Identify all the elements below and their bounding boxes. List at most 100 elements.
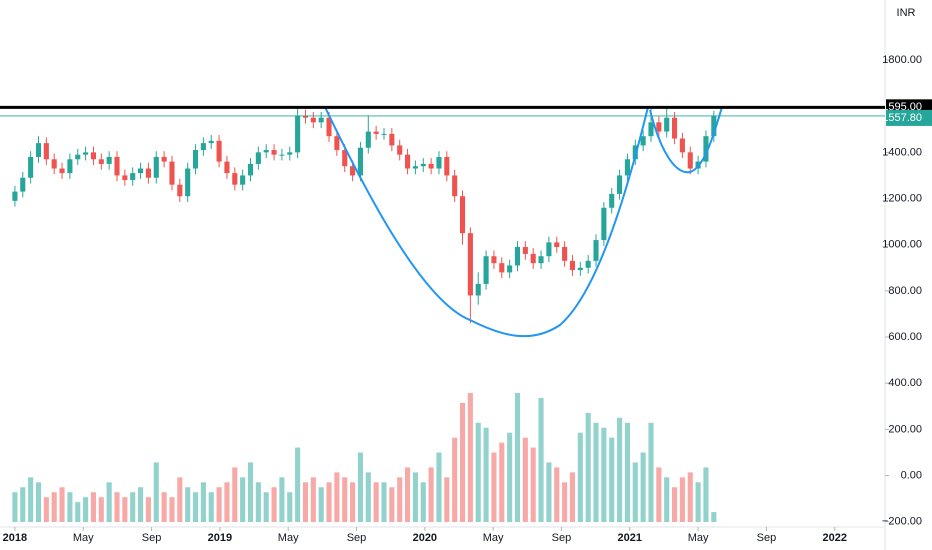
candle-body: [609, 193, 615, 208]
volume-bar: [279, 477, 285, 522]
volume-bar: [177, 477, 183, 522]
volume-bar: [467, 393, 473, 522]
candle-body: [51, 159, 57, 169]
x-tick-label: May: [483, 532, 504, 544]
candle-body: [397, 145, 403, 155]
candle-body: [711, 115, 717, 137]
volume-bar: [554, 467, 560, 522]
candle-body: [664, 117, 670, 132]
candle-body: [507, 265, 513, 273]
volume-bar: [679, 477, 685, 522]
candle-body: [530, 253, 536, 264]
volume-bar: [263, 492, 269, 522]
candle-body: [459, 196, 466, 234]
volume-bar: [28, 477, 34, 522]
candle-body: [310, 117, 316, 123]
volume-bar: [389, 487, 395, 522]
candle-body: [381, 133, 387, 135]
volume-bar: [373, 482, 379, 522]
volume-bar: [185, 487, 191, 522]
candle-body: [138, 168, 144, 174]
volume-bar: [695, 482, 701, 522]
volume-bar: [585, 412, 591, 522]
x-tick-label: 2021: [618, 532, 642, 544]
volume-bar: [247, 462, 254, 522]
volume-bar: [459, 402, 466, 522]
volume-bar: [632, 462, 638, 522]
candle-body: [90, 152, 96, 160]
volume-bar: [318, 487, 324, 522]
candle-body: [436, 156, 442, 169]
candle-body: [569, 260, 576, 271]
volume-bar: [255, 482, 261, 522]
candle-body: [326, 117, 332, 137]
x-tick-label: 2018: [3, 532, 27, 544]
y-tick-label: 600.00: [888, 331, 922, 343]
y-tick-label: 0.00: [901, 469, 922, 481]
cup-curve: [324, 106, 649, 338]
candle-body: [295, 115, 301, 153]
candle-body: [648, 122, 654, 137]
candle-body: [601, 207, 607, 241]
volume-bar: [593, 422, 599, 522]
candle-body: [585, 260, 591, 268]
candle-body: [389, 133, 395, 146]
volume-bar: [90, 492, 96, 522]
candle-body: [703, 136, 709, 162]
volume-bar: [208, 492, 214, 522]
candle-body: [679, 138, 685, 153]
volume-bar: [106, 482, 112, 522]
candle-body: [161, 156, 167, 162]
candle-body: [357, 147, 363, 176]
volume-bar: [240, 477, 246, 522]
volume-bar: [499, 442, 505, 522]
candle-body: [365, 131, 371, 148]
y-tick-label: 1400.00: [882, 146, 922, 158]
volume-bar: [342, 477, 348, 522]
volume-bar: [169, 497, 175, 522]
volume-bar: [640, 452, 646, 522]
candle-body: [554, 242, 560, 247]
candle-body: [232, 173, 238, 185]
candle-body: [577, 267, 583, 271]
candle-body: [28, 156, 34, 178]
candle-body: [334, 136, 340, 151]
volume-bar: [664, 477, 670, 522]
candle-body: [255, 152, 261, 164]
candle-body: [177, 184, 183, 197]
candle-body: [420, 163, 426, 167]
candle-body: [59, 168, 65, 174]
volume-bar: [271, 487, 277, 522]
volume-bar: [67, 492, 73, 522]
volume-bar: [569, 472, 576, 522]
candle-body: [562, 246, 568, 261]
volume-bar: [114, 492, 120, 522]
candle-body: [43, 143, 49, 160]
volume-bar: [302, 482, 309, 522]
volume-bar: [687, 472, 693, 522]
candle-body: [452, 175, 458, 197]
volume-bar: [357, 452, 363, 522]
candle-body: [483, 256, 489, 284]
volume-bar: [514, 393, 521, 522]
candle-body: [185, 168, 191, 197]
candle-body: [522, 246, 528, 254]
volume-bar: [671, 487, 678, 522]
candle-body: [318, 117, 324, 123]
volume-bar: [138, 487, 144, 522]
candle-body: [67, 159, 73, 174]
candle-body: [428, 163, 434, 169]
x-tick-label: Sep: [552, 532, 572, 544]
volume-bar: [711, 512, 717, 522]
candle-body: [83, 152, 89, 155]
candle-body: [279, 154, 285, 156]
volume-bar: [656, 467, 662, 522]
candle-body: [373, 131, 379, 134]
volume-bar: [428, 467, 434, 522]
volume-bar: [35, 482, 42, 522]
candle-body: [538, 256, 544, 264]
candle-body: [617, 175, 623, 194]
volume-bar: [153, 462, 159, 522]
volume-bar: [326, 482, 332, 522]
